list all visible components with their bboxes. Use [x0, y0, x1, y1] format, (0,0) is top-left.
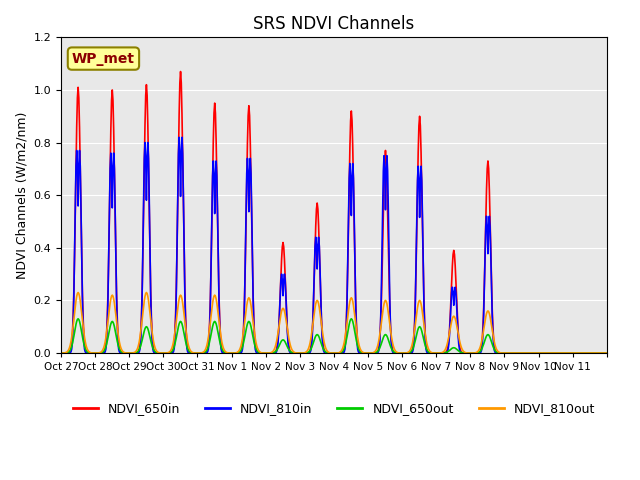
Text: WP_met: WP_met	[72, 51, 135, 66]
NDVI_810in	[422, 340, 429, 346]
Line: NDVI_810in: NDVI_810in	[61, 137, 607, 353]
NDVI_810out	[250, 320, 257, 325]
NDVI_650out	[222, 350, 230, 356]
NDVI_650out	[250, 335, 257, 340]
NDVI_810in	[270, 350, 278, 356]
NDVI_650out	[603, 350, 611, 356]
Y-axis label: NDVI Channels (W/m2/nm): NDVI Channels (W/m2/nm)	[15, 111, 28, 279]
NDVI_810in	[391, 350, 399, 356]
NDVI_810in	[603, 350, 611, 356]
NDVI_810in	[175, 134, 183, 140]
NDVI_810in	[121, 350, 129, 356]
NDVI_810out	[222, 349, 230, 355]
NDVI_650in	[121, 350, 129, 356]
NDVI_810out	[122, 350, 130, 356]
NDVI_650in	[270, 350, 278, 356]
NDVI_810out	[422, 332, 429, 337]
NDVI_650out	[270, 349, 278, 355]
NDVI_650out	[122, 350, 130, 356]
NDVI_650in	[422, 333, 429, 338]
Title: SRS NDVI Channels: SRS NDVI Channels	[253, 15, 415, 33]
NDVI_650in	[177, 69, 184, 74]
NDVI_810in	[57, 350, 65, 356]
NDVI_650out	[422, 343, 429, 348]
Line: NDVI_650out: NDVI_650out	[61, 319, 607, 353]
NDVI_650in	[57, 350, 65, 356]
NDVI_810out	[270, 348, 278, 353]
NDVI_650out	[57, 350, 65, 356]
NDVI_810out	[391, 347, 399, 353]
NDVI_810in	[250, 296, 257, 302]
Line: NDVI_650in: NDVI_650in	[61, 72, 607, 353]
NDVI_810in	[222, 350, 230, 356]
NDVI_810out	[74, 289, 82, 295]
NDVI_810out	[57, 350, 65, 356]
NDVI_650in	[250, 293, 257, 299]
NDVI_650in	[603, 350, 611, 356]
NDVI_650in	[391, 350, 399, 356]
Legend: NDVI_650in, NDVI_810in, NDVI_650out, NDVI_810out: NDVI_650in, NDVI_810in, NDVI_650out, NDV…	[68, 397, 600, 420]
NDVI_650out	[391, 349, 399, 355]
Line: NDVI_810out: NDVI_810out	[61, 292, 607, 353]
NDVI_810out	[603, 350, 611, 356]
NDVI_650out	[74, 316, 82, 322]
NDVI_650in	[222, 350, 230, 356]
